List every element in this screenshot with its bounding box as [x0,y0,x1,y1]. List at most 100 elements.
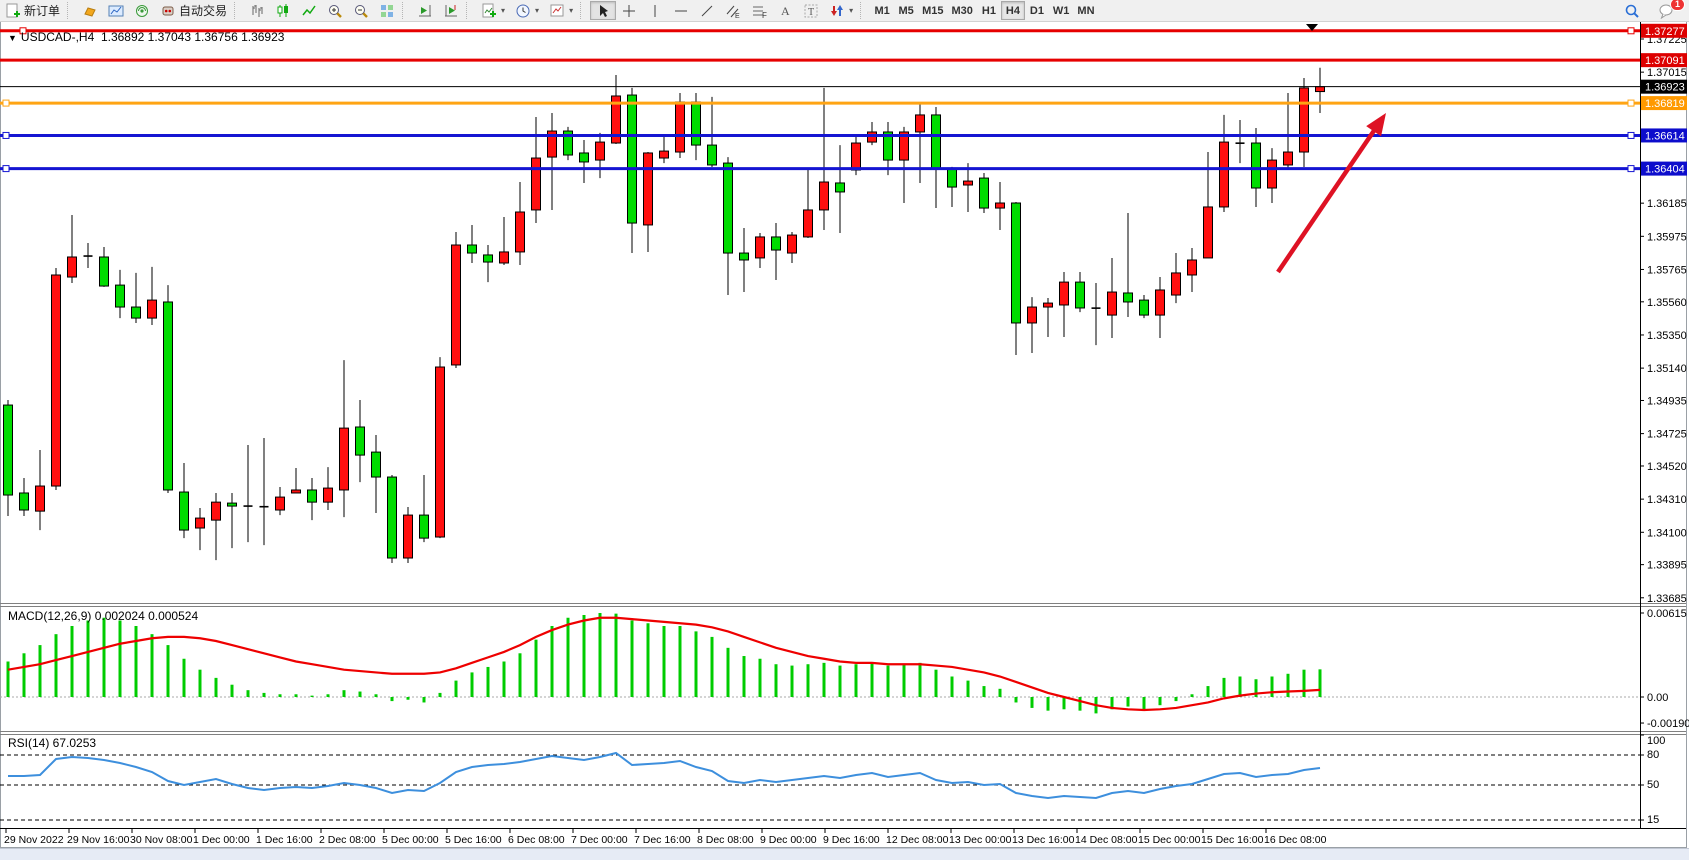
tile-windows-icon [379,3,395,19]
fibonacci-icon: F [751,3,767,20]
bull-candle [1299,87,1309,153]
dropdown-arrow-icon: ▾ [535,6,540,15]
crosshair-tool-button[interactable] [616,1,642,20]
marker-triangle-icon[interactable] [1306,24,1318,31]
time-axis-labels: 29 Nov 2022 29 Nov 16:00 30 Nov 08:00 1 Dec… [4,829,1327,846]
chart-window-frame [0,21,1687,848]
bull-candle [435,366,445,538]
bear-candle [947,167,957,188]
rsi-tick-label: 50 [1647,779,1659,791]
bear-candle [627,94,637,224]
bull-candle [1187,259,1197,276]
tile-windows-button[interactable] [374,1,400,20]
line-handle[interactable] [2,99,10,107]
line-handle[interactable] [2,165,10,173]
price-tick-label: 1.33895 [1647,560,1687,572]
time-tick-label: 14 Dec 08:00 [1075,834,1138,846]
chart-shift-icon [443,3,459,19]
bar-chart-mode-button[interactable] [244,1,270,20]
notification-count-badge: 1 [1669,0,1685,11]
timeframe-button-D1[interactable]: D1 [1025,1,1049,20]
line-handle[interactable] [19,27,27,35]
templates-menu-button[interactable]: ▾ [544,1,578,20]
trend-arrow-shaft[interactable] [1276,124,1379,274]
bull-candle [211,501,221,521]
indicators-menu-button[interactable]: ▾ [476,1,510,20]
new-order-button[interactable]: 新订单 [0,1,65,20]
timeframe-button-M15[interactable]: M15 [918,1,947,20]
fibonacci-tool-button[interactable]: F [746,1,772,20]
timeframe-button-H1[interactable]: H1 [977,1,1001,20]
notifications-button[interactable]: 1 [1653,0,1685,20]
bear-candle [579,152,589,163]
time-tick-label: 30 Nov 08:00 [130,834,193,846]
rsi-line [8,751,1321,800]
terminal-button[interactable] [103,1,129,20]
zoom-in-button[interactable] [322,1,348,20]
horizontal-line-tool-button[interactable] [668,1,694,20]
price-tick-label: 1.34100 [1647,527,1687,539]
time-tick-label: 1 Dec 16:00 [256,834,313,846]
periods-menu-button[interactable]: ▾ [510,1,544,20]
vertical-line-tool-button[interactable] [642,1,668,20]
macd-tick-label: -0.001906 [1647,718,1689,730]
indicators-add-icon [481,3,497,19]
text-tool-button[interactable]: A [772,1,798,20]
channel-tool-button[interactable]: E [720,1,746,20]
data-feed-button[interactable] [129,1,155,20]
toolbar-separator [234,2,242,19]
gold-ingot-icon [82,3,98,19]
bull-candle [67,256,77,278]
market-depth-button[interactable] [77,1,103,20]
line-chart-mode-button[interactable] [296,1,322,20]
bull-candle [1043,302,1053,308]
line-handle[interactable] [1627,131,1635,139]
bull-candle [915,114,925,133]
bull-candle [1171,272,1181,296]
bear-candle [1123,292,1133,303]
bear-candle [307,489,317,503]
time-tick-label: 7 Dec 16:00 [634,834,691,846]
auto-scroll-icon [417,3,433,19]
chart-symbol-period: USDCAD-,H4 [20,30,95,44]
timeframe-button-M30[interactable]: M30 [948,1,977,20]
timeframe-button-M1[interactable]: M1 [870,1,894,20]
rsi-indicator-label: RSI(14) 67.0253 [8,736,97,750]
arrows-icon [829,3,845,19]
timeframe-button-MN[interactable]: MN [1073,1,1098,20]
time-tick-label: 9 Dec 00:00 [760,834,817,846]
timeframe-button-W1[interactable]: W1 [1049,1,1074,20]
bear-candle [1251,142,1261,189]
dropdown-arrow-icon: ▾ [849,6,854,15]
line-handle[interactable] [1627,99,1635,107]
bull-candle [899,131,909,161]
bear-candle [19,492,29,511]
time-tick-label: 2 Dec 08:00 [319,834,376,846]
bear-candle [1139,299,1149,316]
candlestick-mode-button[interactable] [270,1,296,20]
timeframe-button-M5[interactable]: M5 [894,1,918,20]
zoom-out-button[interactable] [348,1,374,20]
cursor-tool-button[interactable] [590,1,617,20]
bear-candle [483,254,493,263]
trendline-tool-button[interactable] [694,1,720,20]
trend-arrow-head[interactable] [1366,113,1386,137]
autotrading-button[interactable]: 自动交易 [155,1,232,20]
line-handle[interactable] [2,131,10,139]
timeframe-button-H4[interactable]: H4 [1000,1,1025,20]
time-tick-label: 5 Dec 16:00 [445,834,502,846]
price-tick-label: 1.34725 [1647,429,1687,441]
line-handle[interactable] [1627,165,1635,173]
text-label-tool-button[interactable]: T [798,1,824,20]
arrows-menu-button[interactable]: ▾ [824,1,858,20]
price-badge-bg [1641,79,1687,94]
bull-candle [643,152,653,226]
bull-candle [1267,159,1277,189]
auto-scroll-button[interactable] [412,1,438,20]
line-handle[interactable] [1627,27,1635,35]
chart-shift-button[interactable] [438,1,464,20]
search-button[interactable] [1619,1,1645,20]
bull-candle [291,489,301,494]
bull-candle [547,130,557,158]
